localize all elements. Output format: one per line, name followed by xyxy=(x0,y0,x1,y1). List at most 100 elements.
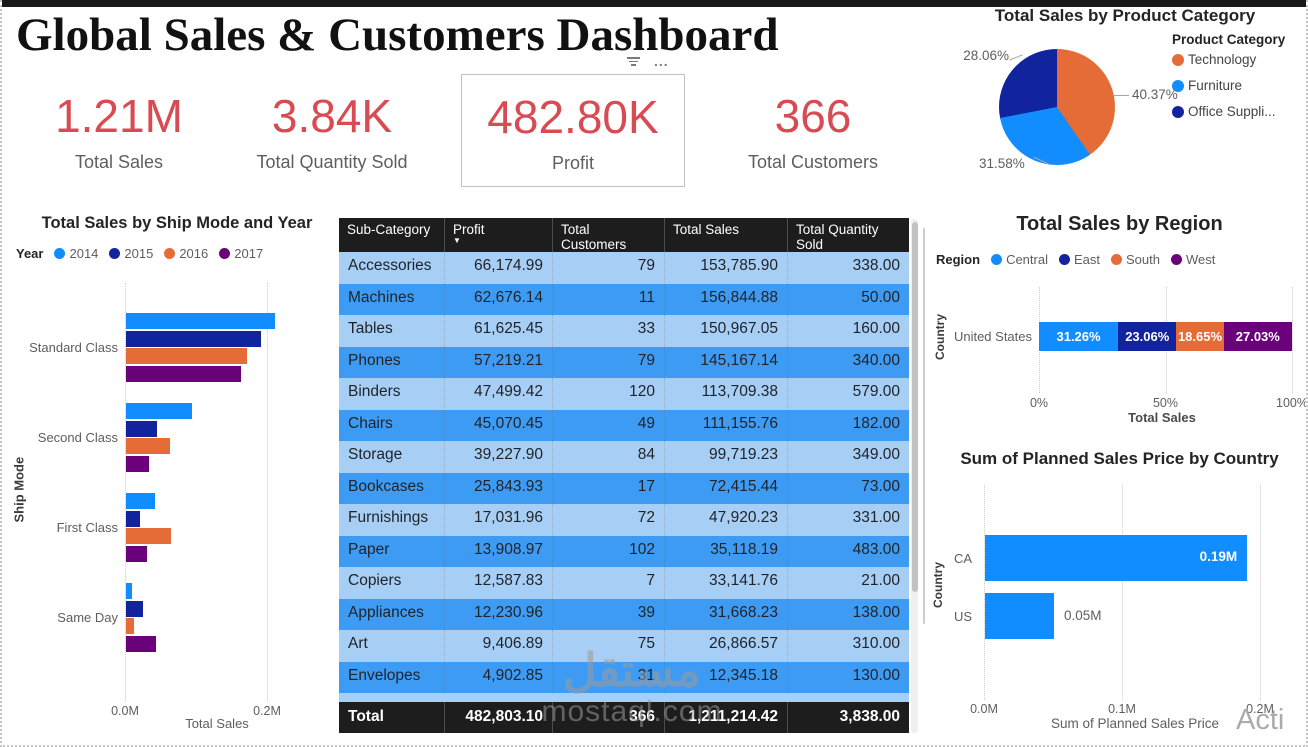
cell-value[interactable]: 160.00 xyxy=(852,320,900,337)
table-scrollbar[interactable] xyxy=(911,219,918,733)
table-row[interactable]: Envelopes 4,902.85 31 12,345.18 130.00 xyxy=(339,661,909,693)
cell-subcategory[interactable]: Tables xyxy=(339,315,445,347)
cell-value[interactable]: 483.00 xyxy=(852,540,900,558)
pie-chart[interactable] xyxy=(999,49,1115,165)
kpi-card-total-quantity-sold[interactable]: 3.84K Total Quantity Sold xyxy=(220,74,444,187)
cell-subcategory[interactable]: Copiers xyxy=(339,567,445,599)
table-row[interactable]: Copiers 12,587.83 7 33,141.76 21.00 xyxy=(339,567,909,599)
cell-value[interactable]: 153,785.90 xyxy=(665,252,788,284)
cell-value[interactable]: 31 xyxy=(553,661,665,693)
cell-subcategory[interactable]: Accessories xyxy=(339,252,445,284)
table-row[interactable]: Art 9,406.89 75 26,866.57 310.00 xyxy=(339,630,909,662)
cell-value[interactable]: 73.00 xyxy=(861,477,900,495)
bar-ca[interactable]: 0.19M xyxy=(985,535,1248,581)
pie-legend-item-office-supplies[interactable]: Office Suppli... xyxy=(1172,104,1276,119)
table-row[interactable]: Appliances 12,230.96 39 31,668.23 138.00 xyxy=(339,598,909,630)
bar-second-class-2016[interactable] xyxy=(126,438,171,454)
bar-standard-class-2015[interactable] xyxy=(126,330,261,347)
cell-value[interactable]: 57,219.21 xyxy=(445,346,553,378)
bar-first-class-2015[interactable] xyxy=(126,510,141,527)
pie-legend-item-furniture[interactable]: Furniture xyxy=(1172,78,1242,93)
kpi-card-total-sales[interactable]: 1.21M Total Sales xyxy=(7,74,231,187)
bar-second-class-2014[interactable] xyxy=(126,403,193,419)
cell-value[interactable]: 33 xyxy=(553,315,665,347)
cell-value[interactable]: 102 xyxy=(553,535,665,567)
cell-value[interactable]: 99,719.23 xyxy=(665,441,788,473)
bar-standard-class-2016[interactable] xyxy=(126,348,247,364)
cell-value[interactable]: 72,415.44 xyxy=(665,472,788,504)
cell-value[interactable]: 72 xyxy=(553,504,665,536)
cell-value[interactable]: 47,920.23 xyxy=(665,504,788,536)
cell-value[interactable]: 39,227.90 xyxy=(445,441,553,473)
region-legend-item-central[interactable]: Central xyxy=(991,252,1048,267)
bar-same-day-2016[interactable] xyxy=(126,618,134,634)
cell-value[interactable]: 9,406.89 xyxy=(445,630,553,662)
table-row[interactable]: Storage 39,227.90 84 99,719.23 349.00 xyxy=(339,441,909,473)
cell-subcategory[interactable]: Chairs xyxy=(339,409,445,441)
stacked-segment-east[interactable]: 23.06% xyxy=(1118,322,1177,351)
table-row[interactable]: Machines 62,676.14 11 156,844.88 50.00 xyxy=(339,283,909,315)
cell-value[interactable]: 150,967.05 xyxy=(665,315,788,347)
cell-value[interactable]: 340.00 xyxy=(852,351,900,369)
cell-value[interactable]: 75 xyxy=(553,630,665,662)
cell-value[interactable]: 4,902.85 xyxy=(445,661,553,693)
more-options-icon[interactable]: ... xyxy=(654,53,669,70)
cell-value[interactable]: 17,031.96 xyxy=(445,504,553,536)
cell-value[interactable]: 47,499.42 xyxy=(445,378,553,410)
column-header-total-customers[interactable]: Total Customers xyxy=(553,218,665,252)
cell-value[interactable]: 11 xyxy=(553,283,665,315)
cell-value[interactable]: 26,866.57 xyxy=(665,630,788,662)
shipmode-legend-item-2015[interactable]: 2015 xyxy=(109,246,153,261)
column-header-profit[interactable]: Profit ▼ xyxy=(445,218,553,252)
cell-subcategory[interactable]: Storage xyxy=(339,441,445,473)
kpi-card-total-customers[interactable]: 366 Total Customers xyxy=(701,74,925,187)
cell-value[interactable]: 130.00 xyxy=(852,666,900,684)
region-legend-item-east[interactable]: East xyxy=(1058,252,1100,267)
cell-subcategory[interactable]: Phones xyxy=(339,346,445,378)
cell-value[interactable]: 62,676.14 xyxy=(445,283,553,315)
cell-value[interactable]: 182.00 xyxy=(852,414,900,432)
cell-value[interactable]: 35,118.19 xyxy=(665,535,788,567)
cell-value[interactable]: 61,625.45 xyxy=(445,315,553,347)
cell-value[interactable]: 17 xyxy=(553,472,665,504)
table-row[interactable]: Tables 61,625.45 33 150,967.05 160.00 xyxy=(339,315,909,347)
cell-value[interactable]: 21.00 xyxy=(861,572,900,589)
cell-subcategory[interactable]: Machines xyxy=(339,283,445,315)
cell-value[interactable]: 12,345.18 xyxy=(665,661,788,693)
cell-subcategory[interactable]: Paper xyxy=(339,535,445,567)
cell-value[interactable]: 349.00 xyxy=(852,446,900,463)
region-legend-item-south[interactable]: South xyxy=(1111,252,1160,267)
cell-value[interactable]: 145,167.14 xyxy=(665,346,788,378)
column-header-sub-category[interactable]: Sub-Category xyxy=(339,218,445,252)
table-row[interactable]: Furnishings 17,031.96 72 47,920.23 331.00 xyxy=(339,504,909,536)
bar-same-day-2014[interactable] xyxy=(126,583,132,599)
table-row[interactable]: Bookcases 25,843.93 17 72,415.44 73.00 xyxy=(339,472,909,504)
cell-subcategory[interactable]: Bookcases xyxy=(339,472,445,504)
filter-icon[interactable] xyxy=(626,55,640,68)
cell-value[interactable]: 50.00 xyxy=(861,288,900,306)
bar-first-class-2014[interactable] xyxy=(126,493,156,509)
cell-subcategory[interactable]: Furnishings xyxy=(339,504,445,536)
cell-value[interactable]: 79 xyxy=(553,346,665,378)
bar-same-day-2015[interactable] xyxy=(126,600,144,617)
column-header-total-sales[interactable]: Total Sales xyxy=(665,218,788,252)
table-row[interactable]: Phones 57,219.21 79 145,167.14 340.00 xyxy=(339,346,909,378)
cell-value[interactable]: 31,668.23 xyxy=(665,598,788,630)
table-row[interactable]: Binders 47,499.42 120 113,709.38 579.00 xyxy=(339,378,909,410)
shipmode-legend-item-2016[interactable]: 2016 xyxy=(164,246,208,261)
bar-standard-class-2014[interactable] xyxy=(126,313,276,329)
table-row[interactable]: Accessories 66,174.99 79 153,785.90 338.00 xyxy=(339,252,909,284)
table-row[interactable]: Paper 13,908.97 102 35,118.19 483.00 xyxy=(339,535,909,567)
bar-us[interactable] xyxy=(985,593,1054,639)
region-legend-item-west[interactable]: West xyxy=(1170,252,1215,267)
stacked-segment-south[interactable]: 18.65% xyxy=(1176,322,1224,351)
cell-value[interactable]: 7 xyxy=(553,567,665,599)
cell-subcategory[interactable]: Binders xyxy=(339,378,445,410)
cell-value[interactable]: 33,141.76 xyxy=(665,567,788,599)
kpi-card-profit[interactable]: 482.80K Profit xyxy=(461,74,685,187)
cell-value[interactable]: 113,709.38 xyxy=(665,378,788,410)
cell-value[interactable]: 25,843.93 xyxy=(445,472,553,504)
shipmode-legend-item-2014[interactable]: 2014 xyxy=(54,246,98,261)
stacked-segment-west[interactable]: 27.03% xyxy=(1223,322,1292,351)
cell-value[interactable]: 79 xyxy=(553,252,665,284)
